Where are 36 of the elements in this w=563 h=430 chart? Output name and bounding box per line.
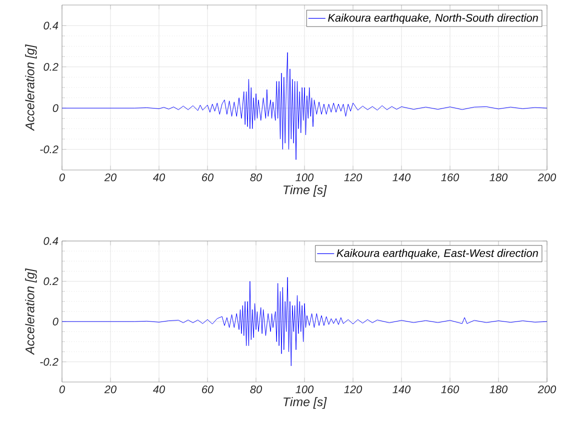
- legend-label: Kaikoura earthquake, North-South direction: [328, 14, 538, 24]
- y-tick-label: 0.4: [44, 237, 58, 245]
- x-tick-label: 140: [392, 174, 411, 182]
- y-tick-label: -0.2: [40, 146, 58, 154]
- x-tick-label: 0: [59, 386, 65, 394]
- legend-label: Kaikoura earthquake, East-West direction: [336, 248, 538, 260]
- x-tick-label: 60: [202, 386, 214, 394]
- x-axis-title: Time [s]: [284, 397, 327, 409]
- x-tick-label: 20: [104, 386, 117, 394]
- x-tick-label: 40: [152, 174, 166, 182]
- y-tick-label: 0.2: [44, 63, 58, 71]
- y-tick-label: 0.2: [44, 277, 58, 286]
- x-tick-label: 120: [344, 386, 362, 394]
- y-tick-label: 0: [52, 318, 58, 326]
- y-axis-title: Acceleration [g]: [25, 268, 37, 356]
- x-tick-label: 20: [104, 174, 117, 182]
- y-tick-label: 0: [52, 104, 58, 112]
- x-tick-label: 160: [441, 386, 460, 394]
- x-tick-label: 200: [538, 174, 556, 182]
- x-tick-label: 0: [59, 174, 65, 182]
- x-tick-label: 100: [296, 386, 314, 394]
- x-tick-label: 40: [152, 386, 166, 394]
- x-tick-label: 180: [490, 174, 508, 182]
- x-tick-label: 80: [250, 386, 262, 394]
- x-axis-title: Time [s]: [284, 185, 327, 197]
- x-tick-label: 60: [202, 174, 214, 182]
- y-tick-label: -0.2: [40, 358, 58, 366]
- x-tick-label: 140: [392, 386, 411, 394]
- x-tick-label: 80: [250, 174, 262, 182]
- y-axis-title: Acceleration [g]: [25, 44, 37, 132]
- y-tick-label: 0.4: [44, 22, 58, 30]
- x-tick-label: 100: [296, 174, 314, 182]
- x-tick-label: 120: [344, 174, 362, 182]
- x-tick-label: 200: [538, 386, 556, 394]
- x-tick-label: 180: [490, 386, 508, 394]
- x-tick-label: 160: [441, 174, 460, 182]
